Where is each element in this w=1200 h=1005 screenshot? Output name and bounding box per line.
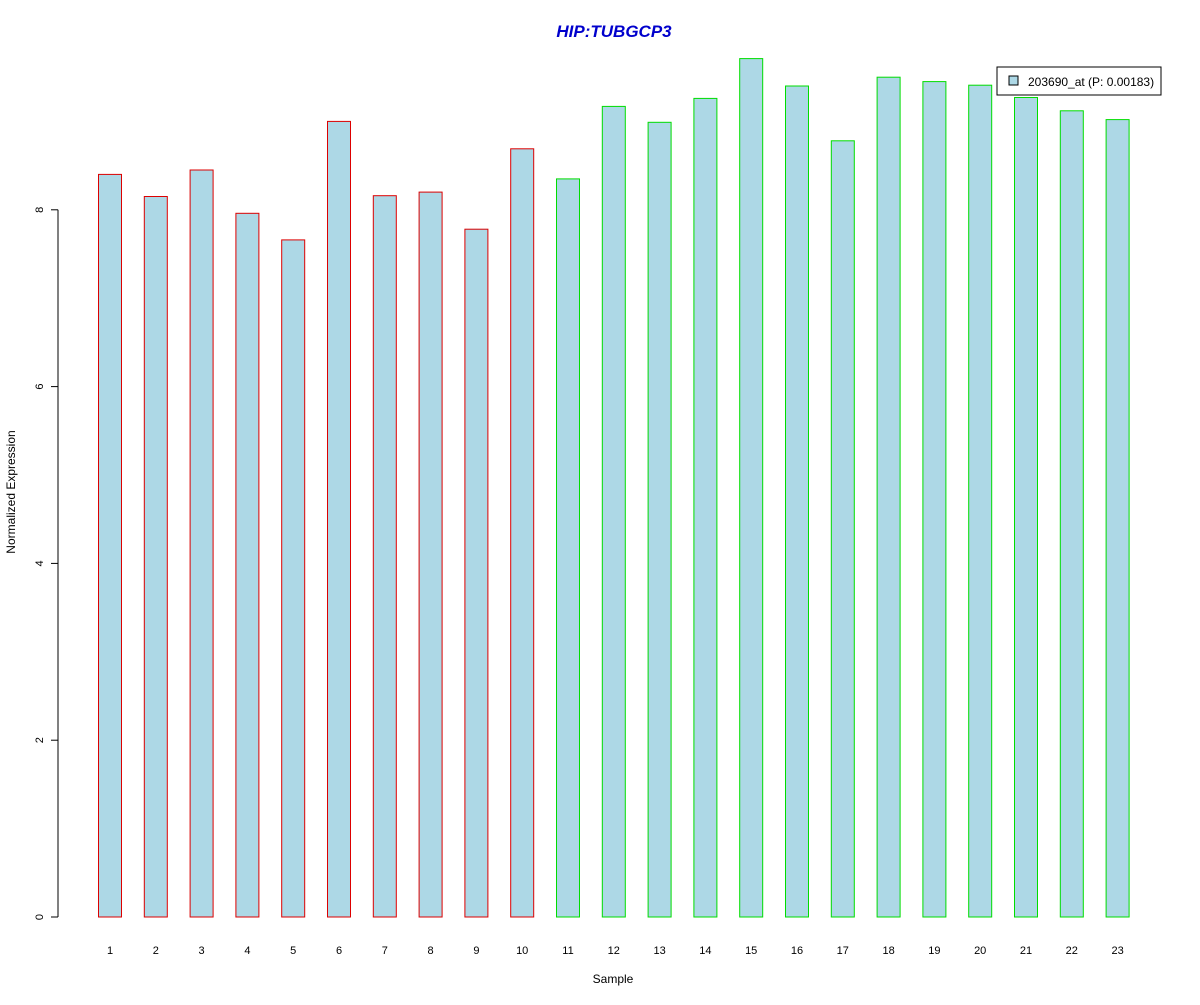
x-tick-label: 7 xyxy=(382,945,388,957)
x-tick-label: 4 xyxy=(244,945,250,957)
bar-sample-4 xyxy=(235,212,260,918)
x-tick-label: 22 xyxy=(1066,945,1078,957)
x-tick-label: 17 xyxy=(837,945,849,957)
bar-sample-8 xyxy=(418,191,443,918)
bar-sample-9 xyxy=(464,228,489,918)
bar-sample-3 xyxy=(189,169,214,918)
y-tick-label: 0 xyxy=(34,914,46,920)
y-axis-label: Normalized Expression xyxy=(4,430,18,553)
x-tick-label: 14 xyxy=(699,945,711,957)
x-tick-label: 23 xyxy=(1111,945,1123,957)
x-tick-labels: 1 2 3 4 5 6 7 8 9 10 11 12 13 14 15 16 17 18 19 20 21 22 23 xyxy=(107,945,1124,957)
y-tick-label: 2 xyxy=(34,737,46,743)
y-tick-label: 4 xyxy=(34,560,46,566)
bar-sample-17 xyxy=(830,140,855,918)
y-tick-label: 8 xyxy=(34,207,46,213)
bar-sample-10 xyxy=(510,148,535,918)
x-tick-label: 19 xyxy=(928,945,940,957)
bar-sample-15 xyxy=(739,58,764,918)
bar-sample-13 xyxy=(647,121,672,918)
x-tick-label: 18 xyxy=(882,945,894,957)
bar-sample-19 xyxy=(922,81,947,918)
bar-sample-16 xyxy=(785,85,809,918)
bars-group xyxy=(98,58,1130,918)
bar-sample-5 xyxy=(281,239,306,918)
x-tick-label: 2 xyxy=(153,945,159,957)
x-tick-label: 10 xyxy=(516,945,528,957)
legend-swatch xyxy=(1008,75,1019,86)
x-tick-label: 13 xyxy=(653,945,665,957)
legend-label: 203690_at (P: 0.00183) xyxy=(1028,75,1154,89)
chart-title: HIP:TUBGCP3 xyxy=(556,22,672,41)
bar-sample-12 xyxy=(601,105,626,918)
x-tick-label: 21 xyxy=(1020,945,1032,957)
bar-sample-11 xyxy=(556,178,580,918)
bar-sample-22 xyxy=(1059,110,1084,918)
x-axis-label: Sample xyxy=(593,972,634,986)
bar-sample-7 xyxy=(372,195,397,918)
x-tick-label: 8 xyxy=(428,945,434,957)
bar-sample-6 xyxy=(327,120,351,918)
x-tick-label: 5 xyxy=(290,945,296,957)
x-tick-label: 3 xyxy=(199,945,205,957)
bar-sample-14 xyxy=(693,97,718,918)
x-tick-label: 15 xyxy=(745,945,757,957)
x-tick-label: 12 xyxy=(608,945,620,957)
x-tick-label: 1 xyxy=(107,945,113,957)
bar-sample-23 xyxy=(1105,119,1130,918)
x-tick-label: 20 xyxy=(974,945,986,957)
y-axis: 0 2 4 6 8 xyxy=(34,207,59,920)
x-tick-label: 9 xyxy=(473,945,479,957)
x-tick-label: 16 xyxy=(791,945,803,957)
bar-sample-20 xyxy=(968,84,993,918)
bar-sample-2 xyxy=(143,196,168,918)
bar-sample-21 xyxy=(1014,97,1038,918)
y-tick-label: 6 xyxy=(34,384,46,390)
legend: 203690_at (P: 0.00183) xyxy=(996,66,1162,96)
x-tick-label: 6 xyxy=(336,945,342,957)
x-tick-label: 11 xyxy=(562,945,573,957)
legend-box xyxy=(996,66,1162,96)
bar-sample-1 xyxy=(98,173,122,918)
bar-sample-18 xyxy=(876,76,901,918)
